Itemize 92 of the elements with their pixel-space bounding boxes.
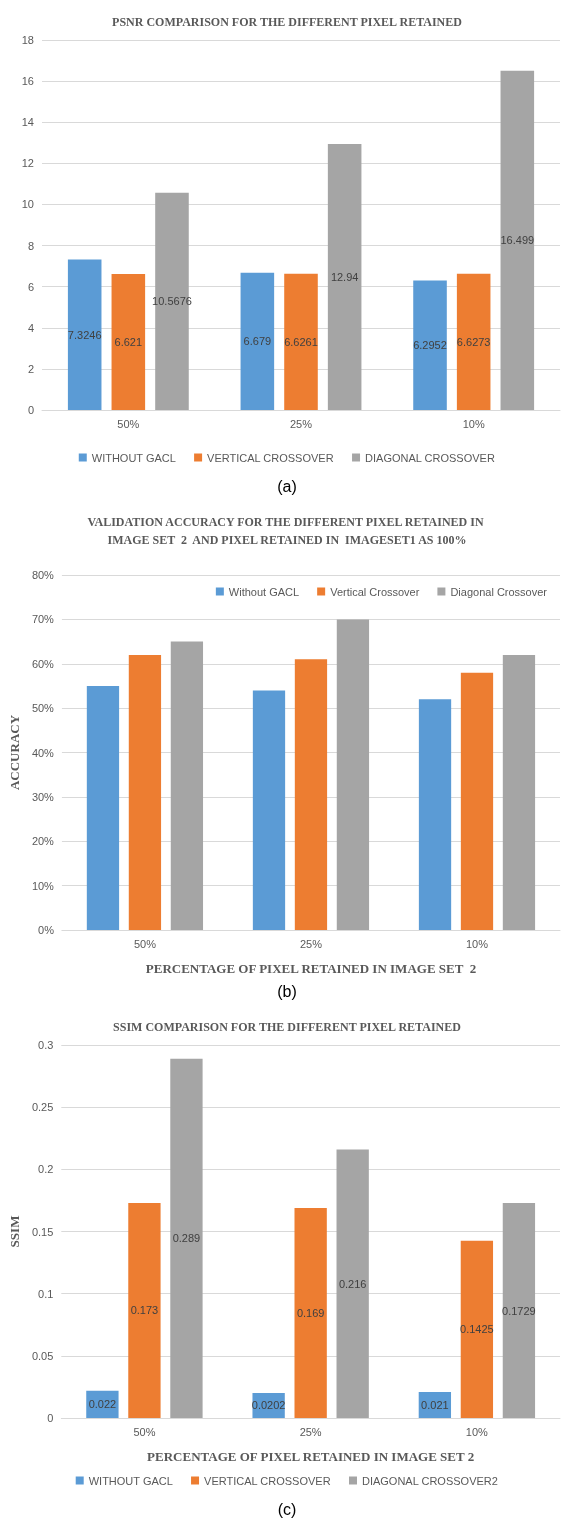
y-tick-label: 2 — [27, 362, 34, 375]
y-tick-label: 14 — [21, 116, 34, 129]
bar — [240, 272, 275, 410]
bar — [284, 273, 318, 410]
x-tick-label: 50% — [133, 1425, 156, 1438]
data-label: 0.173 — [130, 1304, 159, 1317]
text: (b) — [277, 982, 297, 1000]
text: (a) — [277, 477, 297, 495]
bar — [294, 659, 328, 930]
x-tick-label: 10% — [465, 937, 489, 950]
bar — [327, 144, 362, 410]
x-tick-label: 50% — [117, 417, 140, 430]
data-label: 0.169 — [296, 1306, 325, 1319]
chart-title: VALIDATION ACCURACY FOR THE DIFFERENT PIXEL RETAINED IN IMAGE SET 2 AND PIXEL RETAINED IN IMAGESET1 AS 100% — [87, 515, 487, 547]
y-tick-label: 30% — [31, 790, 55, 803]
y-tick-label: 0 — [27, 404, 34, 416]
data-label: 12.94 — [330, 271, 359, 284]
x-tick-label: 25% — [299, 1425, 322, 1438]
bar — [336, 1149, 369, 1418]
data-label: 0.289 — [172, 1232, 201, 1245]
x-axis-title: PERCENTAGE OF PIXEL RETAINED IN IMAGE SET 2 — [147, 1449, 475, 1464]
bar — [170, 641, 204, 930]
x-tick-label: 25% — [299, 937, 323, 950]
bar — [502, 1203, 536, 1418]
bar — [111, 273, 146, 410]
legend-label: WITHOUT GACL — [91, 451, 176, 464]
data-label: 6.679 — [243, 335, 272, 348]
y-tick-label: 4 — [27, 321, 34, 334]
y-tick-label: 0% — [38, 924, 55, 936]
data-label: 6.2952 — [413, 339, 447, 352]
x-tick-label: 50% — [133, 937, 157, 950]
bar — [336, 619, 370, 930]
chart-title: PSNR COMPARISON FOR THE DIFFERENT PIXEL RETAINED — [112, 15, 463, 29]
y-tick-label: 80% — [31, 569, 55, 581]
legend-label: Diagonal Crossover — [450, 585, 548, 598]
data-label: 6.6261 — [284, 335, 318, 348]
y-tick-label: 50% — [31, 702, 55, 715]
x-tick-label: 25% — [289, 417, 313, 430]
y-tick-label: 10% — [31, 879, 55, 892]
bar — [500, 70, 535, 410]
y-tick-label: 16 — [21, 75, 34, 88]
bar — [128, 1202, 161, 1418]
y-tick-label: 60% — [31, 657, 55, 670]
y-tick-label: 0.2 — [38, 1163, 54, 1176]
bar — [294, 1207, 327, 1418]
y-tick-label: 12 — [21, 157, 34, 170]
x-tick-label: 10% — [462, 417, 485, 430]
data-label: 0.021 — [421, 1398, 449, 1411]
legend-label: DIAGONAL CROSSOVER — [365, 451, 495, 464]
x-axis-title: PERCENTAGE OF PIXEL RETAINED IN IMAGE SET 2 — [145, 961, 477, 976]
y-tick-label: 20% — [31, 835, 55, 848]
y-tick-label: 0.05 — [31, 1349, 54, 1362]
data-label: 6.6273 — [456, 335, 491, 348]
y-tick-label: 70% — [31, 613, 55, 626]
data-label: 0.216 — [338, 1277, 367, 1290]
legend-label: DIAGONAL CROSSOVER2 — [361, 1474, 498, 1487]
y-tick-label: 0 — [47, 1412, 54, 1424]
y-tick-label: 6 — [27, 280, 34, 293]
data-label: 0.022 — [88, 1398, 117, 1411]
bar — [413, 280, 447, 410]
bar — [170, 1058, 203, 1418]
bar — [460, 672, 494, 930]
y-tick-label: 0.1 — [38, 1287, 54, 1300]
data-label: 7.3246 — [67, 328, 102, 341]
chart-title: SSIM COMPARISON FOR THE DIFFERENT PIXEL RETAINED — [113, 1020, 462, 1034]
y-tick-label: 0.25 — [31, 1101, 54, 1114]
y-tick-label: 8 — [27, 239, 34, 252]
y-tick-label: 10 — [21, 198, 34, 211]
legend-label: WITHOUT GACL — [88, 1474, 173, 1487]
y-tick-label: 40% — [31, 746, 55, 759]
bar — [128, 654, 162, 930]
data-label: 16.499 — [500, 234, 535, 247]
bar — [418, 699, 452, 930]
bar — [456, 273, 491, 410]
bar — [460, 1240, 494, 1418]
data-label: 6.621 — [114, 335, 143, 348]
y-tick-label: 18 — [21, 34, 34, 46]
legend-label: VERTICAL CROSSOVER — [204, 1474, 331, 1487]
legend-label: Without GACL — [228, 585, 300, 598]
data-label: 0.0202 — [251, 1399, 286, 1412]
bar — [86, 685, 120, 930]
y-tick-label: 0.3 — [38, 1039, 54, 1051]
y-axis-title: ACCURACY — [7, 714, 22, 791]
y-tick-label: 0.15 — [31, 1225, 54, 1238]
bar — [67, 259, 102, 410]
x-tick-label: 10% — [465, 1425, 489, 1438]
legend-label: VERTICAL CROSSOVER — [207, 451, 334, 464]
text: (c) — [277, 1500, 297, 1518]
bar — [502, 654, 536, 930]
y-axis-title: SSIM — [7, 1215, 22, 1248]
bar — [252, 690, 286, 930]
legend-label: Vertical Crossover — [330, 585, 420, 598]
